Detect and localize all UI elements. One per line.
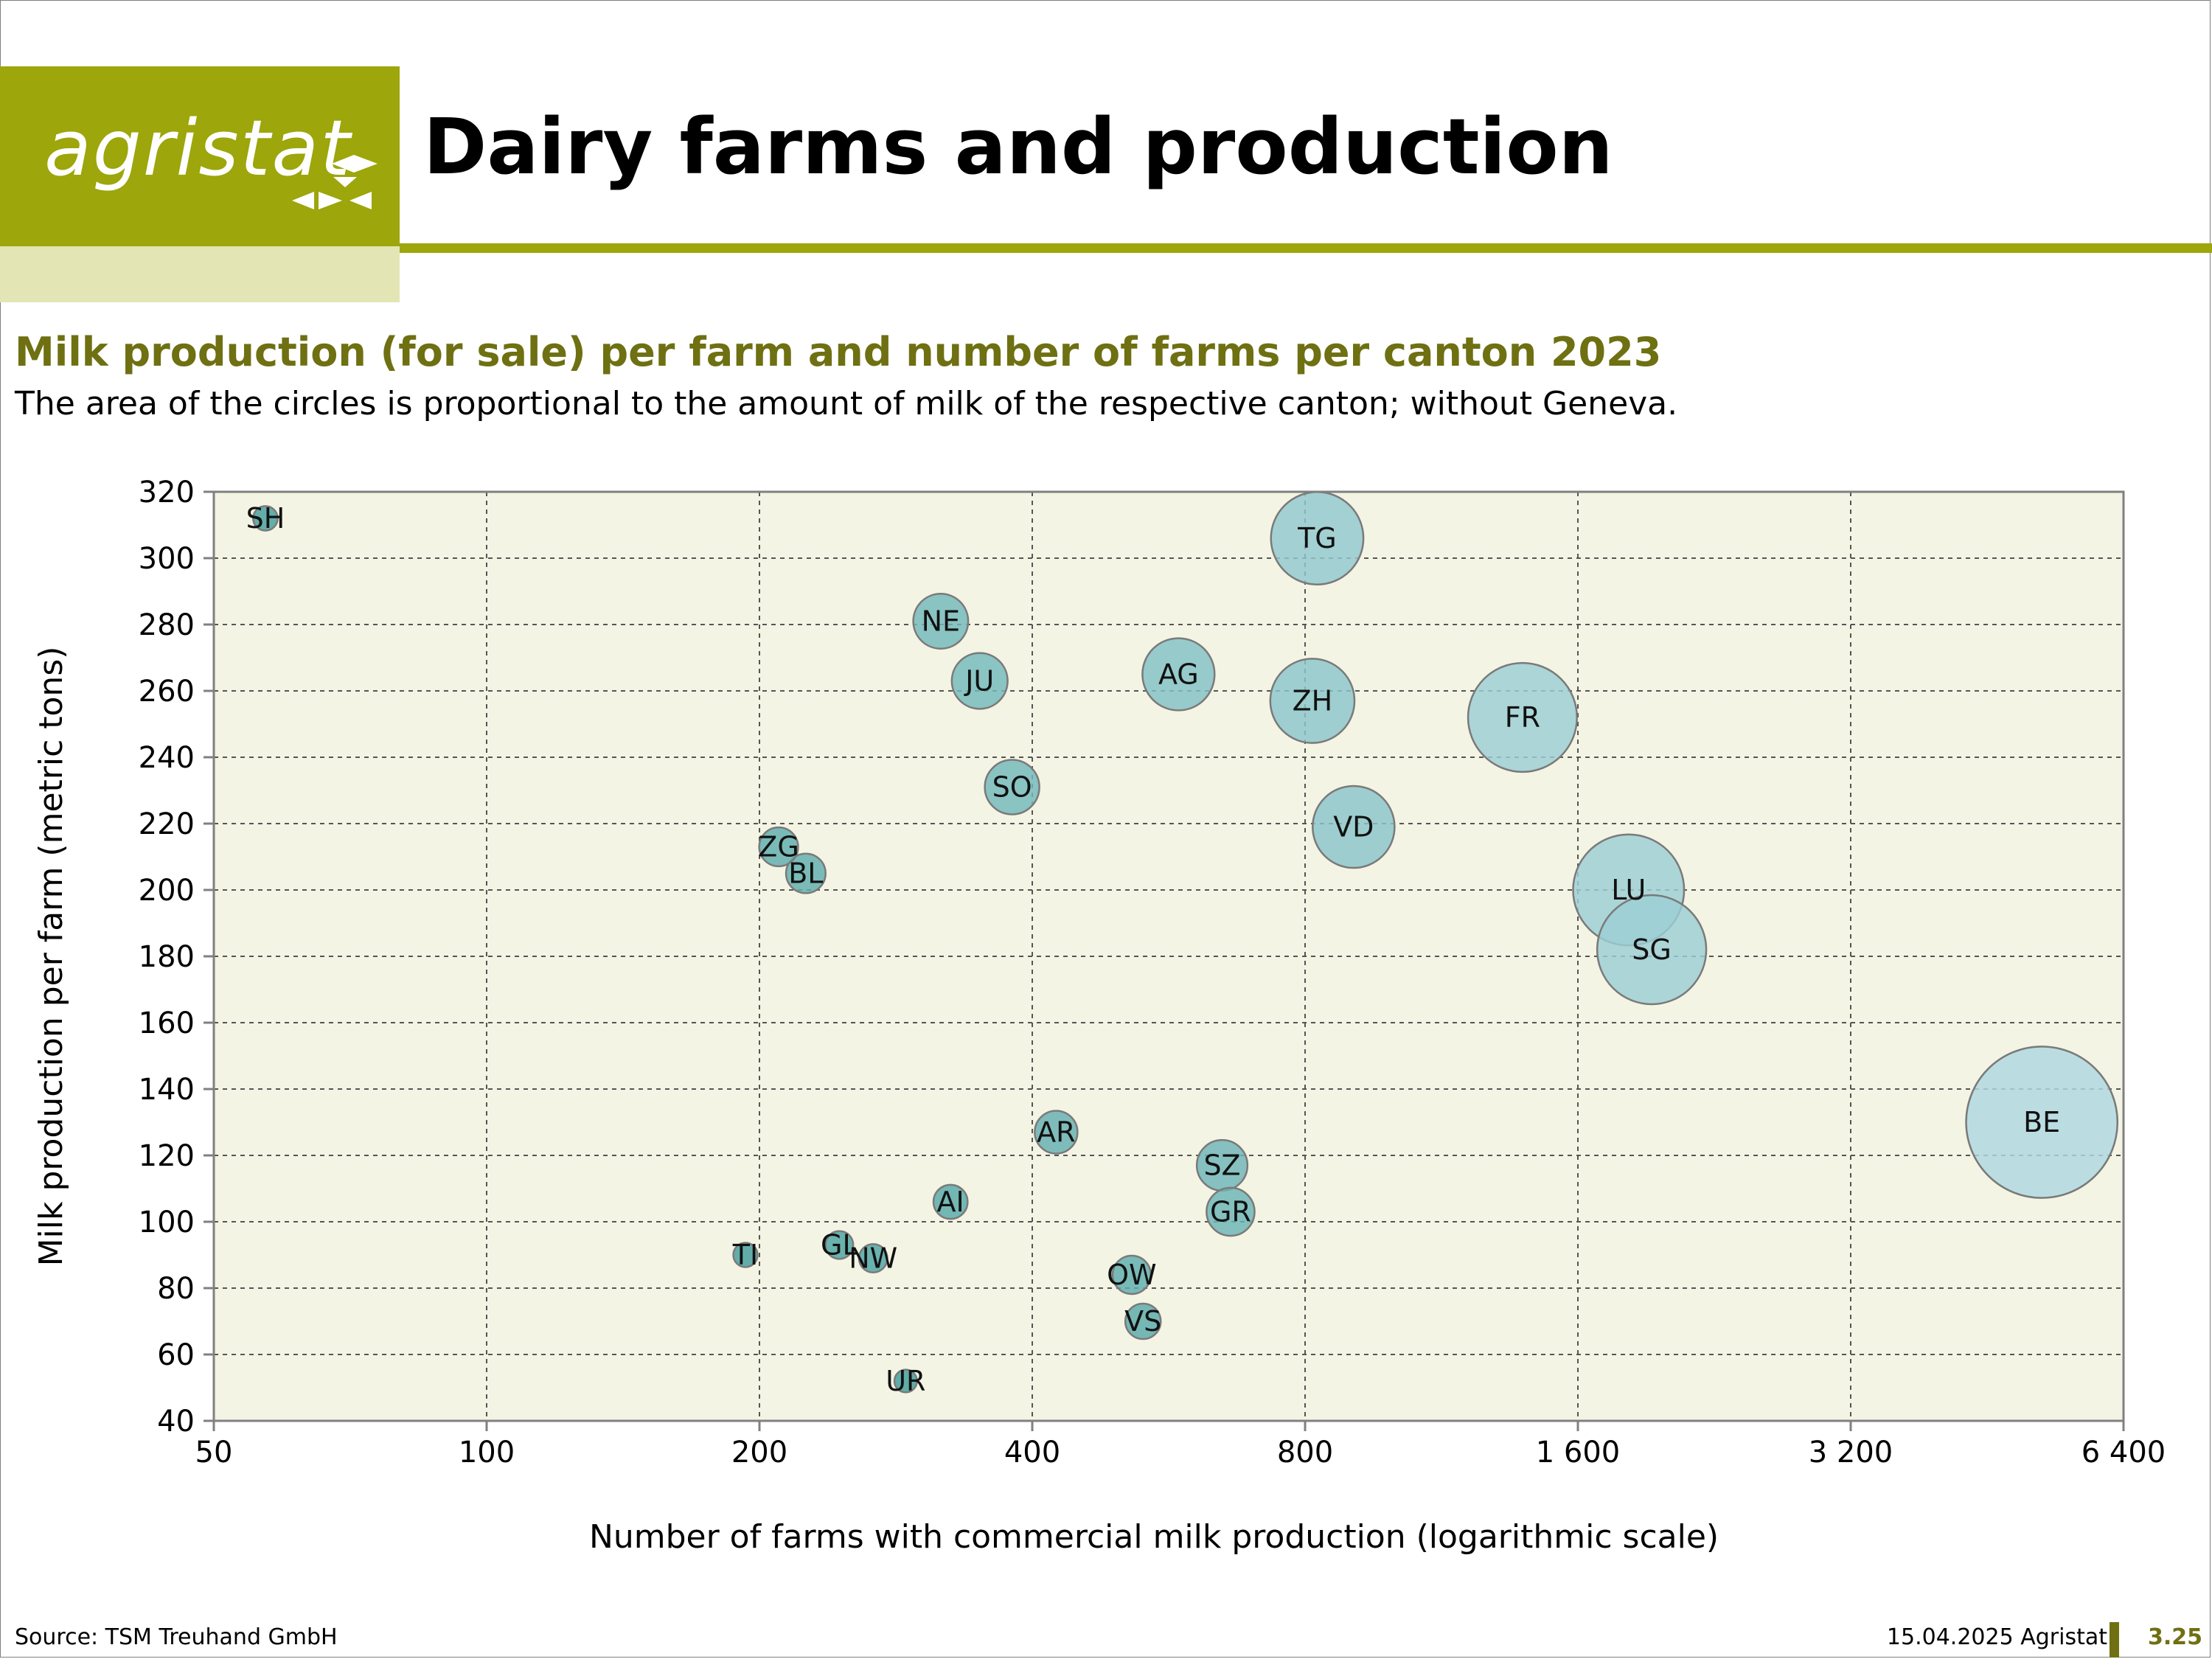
chart-subtitle: The area of the circles is proportional … bbox=[15, 385, 1678, 422]
bubble-ai bbox=[932, 1183, 969, 1220]
bubble-ag bbox=[1141, 637, 1216, 712]
y-tick-label: 100 bbox=[139, 1206, 195, 1239]
x-tick-label: 800 bbox=[1277, 1436, 1333, 1470]
y-tick-label: 80 bbox=[157, 1272, 195, 1306]
y-tick-label: 320 bbox=[139, 476, 195, 509]
bubble-label-ur: UR bbox=[886, 1365, 925, 1397]
bubble-sh bbox=[252, 505, 279, 532]
y-tick-label: 120 bbox=[139, 1139, 195, 1173]
bubble-label-so: SO bbox=[992, 771, 1032, 804]
logo-block bbox=[0, 66, 400, 246]
bubble-gl bbox=[824, 1230, 855, 1260]
bubble-ti bbox=[732, 1242, 759, 1268]
y-tick-label: 240 bbox=[139, 741, 195, 775]
x-axis-title: Number of farms with commercial milk pro… bbox=[589, 1518, 1719, 1556]
bubble-label-vd: VD bbox=[1333, 811, 1374, 844]
x-tick-label: 6 400 bbox=[2081, 1436, 2166, 1470]
x-tick-label: 400 bbox=[1004, 1436, 1060, 1470]
y-tick-label: 280 bbox=[139, 608, 195, 642]
bubble-label-lu: LU bbox=[1611, 874, 1646, 906]
page-number: 3.25 bbox=[2148, 1624, 2203, 1650]
x-tick-label: 50 bbox=[195, 1436, 233, 1470]
bubble-label-ar: AR bbox=[1037, 1116, 1075, 1149]
y-tick-label: 200 bbox=[139, 874, 195, 908]
footer-source: Source: TSM Treuhand GmbH bbox=[15, 1624, 338, 1650]
bubble-bl bbox=[785, 852, 827, 894]
y-tick-label: 140 bbox=[139, 1073, 195, 1107]
bubble-ne bbox=[912, 593, 970, 650]
bubble-label-sh: SH bbox=[246, 502, 285, 535]
x-tick-labels: 50 100 200 400 800 1 600 3 200 6 400 bbox=[195, 1436, 2166, 1470]
bubble-label-tg: TG bbox=[1297, 522, 1337, 554]
bubbles bbox=[252, 492, 2119, 1394]
y-axis-title: Milk production per farm (metric tons) bbox=[32, 647, 70, 1267]
y-tick-label: 260 bbox=[139, 675, 195, 709]
footer-date: 15.04.2025 Agristat bbox=[1886, 1624, 2107, 1650]
agristat-logo: agristat bbox=[44, 103, 352, 193]
logo-sub-block bbox=[0, 246, 400, 302]
bubble-be bbox=[1965, 1046, 2119, 1199]
bubble-vd bbox=[1312, 785, 1396, 869]
chart-title: Milk production (for sale) per farm and … bbox=[15, 329, 1662, 375]
bubble-fr bbox=[1467, 661, 1579, 773]
bubble-label-gl: GL bbox=[821, 1229, 858, 1262]
footer-separator bbox=[2110, 1622, 2119, 1658]
bubble-label-ju: JU bbox=[964, 665, 994, 698]
header-divider bbox=[400, 243, 2212, 253]
bubble-ow bbox=[1111, 1254, 1152, 1295]
bubble-vs bbox=[1124, 1302, 1162, 1340]
bubble-label-sz: SZ bbox=[1203, 1150, 1240, 1182]
y-tick-labels: 40 60 80 100 120 140 160 180 200 220 240 260 280 300 3… bbox=[139, 476, 195, 1439]
bubble-label-fr: FR bbox=[1505, 701, 1540, 734]
bubble-so bbox=[984, 759, 1040, 815]
bubble-label-sg: SG bbox=[1632, 933, 1672, 966]
bubble-ar bbox=[1034, 1110, 1079, 1155]
x-tick-label: 200 bbox=[731, 1436, 787, 1470]
bubble-label-nw: NW bbox=[849, 1242, 897, 1275]
y-tick-label: 300 bbox=[139, 542, 195, 576]
bubble-label-ow: OW bbox=[1107, 1259, 1156, 1291]
logo-diamonds-icon bbox=[292, 155, 378, 209]
bubble-label-ne: NE bbox=[922, 605, 960, 638]
y-tick-label: 60 bbox=[157, 1338, 195, 1372]
bubble-zh bbox=[1269, 658, 1356, 744]
bubble-label-be: BE bbox=[2023, 1106, 2060, 1138]
axis-ticks bbox=[204, 490, 2125, 1431]
bubble-sg bbox=[1596, 894, 1708, 1006]
bubble-ur bbox=[893, 1368, 918, 1394]
y-tick-label: 220 bbox=[139, 807, 195, 841]
bubble-zg bbox=[758, 826, 799, 868]
x-tick-label: 1 600 bbox=[1536, 1436, 1621, 1470]
y-tick-label: 180 bbox=[139, 940, 195, 974]
bubble-label-bl: BL bbox=[788, 858, 823, 890]
bubble-nw bbox=[858, 1243, 888, 1273]
y-tick-label: 40 bbox=[157, 1405, 195, 1439]
x-tick-label: 100 bbox=[459, 1436, 515, 1470]
y-tick-label: 160 bbox=[139, 1006, 195, 1040]
bubble-label-ti: TI bbox=[732, 1239, 758, 1271]
grid-lines bbox=[214, 492, 2124, 1421]
bubble-label-zh: ZH bbox=[1293, 685, 1333, 717]
bubble-label-ag: AG bbox=[1158, 658, 1199, 691]
bubble-ju bbox=[950, 652, 1009, 710]
bubble-gr bbox=[1206, 1186, 1256, 1237]
page-title: Dairy farms and production bbox=[423, 102, 1613, 192]
bubble-label-gr: GR bbox=[1210, 1196, 1251, 1228]
bubble-label-zg: ZG bbox=[758, 831, 799, 863]
bubble-label-ai: AI bbox=[937, 1186, 964, 1218]
bubble-label-vs: VS bbox=[1124, 1305, 1161, 1338]
x-tick-label: 3 200 bbox=[1809, 1436, 1893, 1470]
